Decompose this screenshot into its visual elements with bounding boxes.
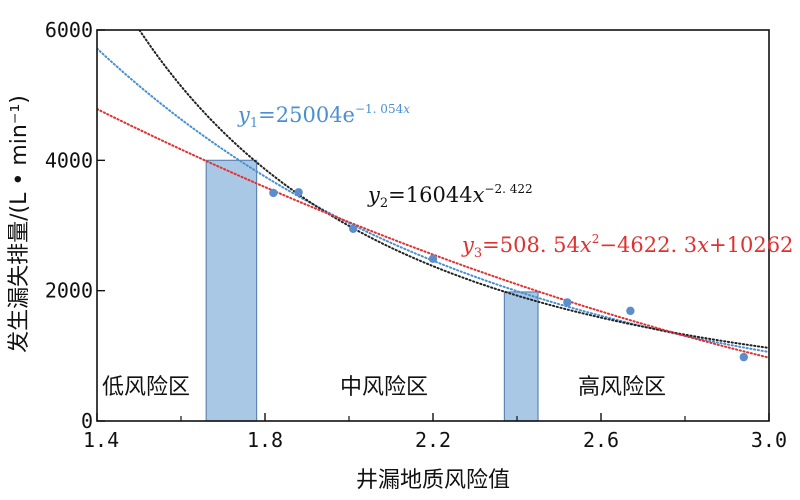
x-tick-label: 1.8 — [247, 428, 283, 452]
eq-y2-sub: 2 — [380, 196, 388, 211]
x-tick-label: 2.6 — [583, 428, 619, 452]
data-points — [269, 188, 748, 362]
data-point-5 — [563, 298, 572, 307]
equation-y2: y2=16044x−2. 422 — [367, 182, 533, 211]
y-tick-label: 2000 — [45, 279, 93, 303]
threshold-bar-2 — [503, 291, 539, 422]
eq-y2-xvar: x — [473, 183, 485, 207]
zone-label-high: 高风险区 — [578, 375, 666, 400]
eq-y2-var: y — [367, 183, 381, 207]
eq-y3-x2: x — [697, 233, 709, 257]
threshold-bar-1 — [205, 159, 258, 422]
equation-y3: y3=508. 54x2−4622. 3x+10262 — [461, 232, 793, 261]
y-tick-label: 0 — [81, 409, 93, 433]
fit-curve-y2 — [138, 30, 769, 349]
data-point-4 — [428, 254, 438, 263]
equation-y1: y1=25004e−1. 054x — [237, 102, 410, 131]
eq-y3-var: y — [461, 233, 475, 257]
eq-y3-p2: −4622. 3 — [599, 233, 697, 257]
eq-y1-var: y — [237, 103, 251, 127]
x-tick-label: 1.4 — [83, 428, 119, 452]
x-tick-label: 2.2 — [415, 428, 451, 452]
eq-y3-p3: +10262 — [709, 233, 793, 257]
y-tick-label: 6000 — [45, 18, 93, 42]
eq-y3-sub: 3 — [474, 246, 482, 261]
plot-frame — [96, 29, 770, 422]
zone-label-medium: 中风险区 — [340, 375, 428, 400]
eq-y1-rest: =25004e — [258, 103, 355, 127]
axis-ticks: 1.4 1.8 2.2 2.6 3.0 0 2000 4000 6000 — [45, 18, 787, 452]
eq-y3-p1: =508. 54 — [482, 233, 580, 257]
eq-y1-sub: 1 — [250, 116, 258, 131]
data-point-6 — [626, 306, 635, 316]
y-tick-label: 4000 — [45, 148, 93, 172]
data-point-2 — [294, 188, 303, 197]
data-point-7 — [739, 352, 748, 362]
eq-y1-exp-var: x — [403, 102, 410, 116]
data-point-3 — [349, 224, 358, 233]
risk-threshold-bars — [205, 159, 539, 422]
eq-y3-x1: x — [580, 233, 592, 257]
eq-y2-exp: −2. 422 — [484, 182, 532, 196]
zone-label-low: 低风险区 — [102, 375, 190, 400]
eq-y2-rest: =16044 — [388, 183, 472, 207]
y-axis-title: 发生漏失排量/(L • min⁻¹) — [7, 95, 32, 353]
x-axis-title: 井漏地质风险值 — [356, 468, 510, 493]
x-tick-label: 3.0 — [751, 428, 787, 452]
eq-y1-exp: −1. 054 — [355, 102, 404, 116]
fit-curves — [97, 30, 769, 359]
eq-y3-sup: 2 — [592, 232, 600, 246]
data-point-1 — [269, 188, 278, 198]
